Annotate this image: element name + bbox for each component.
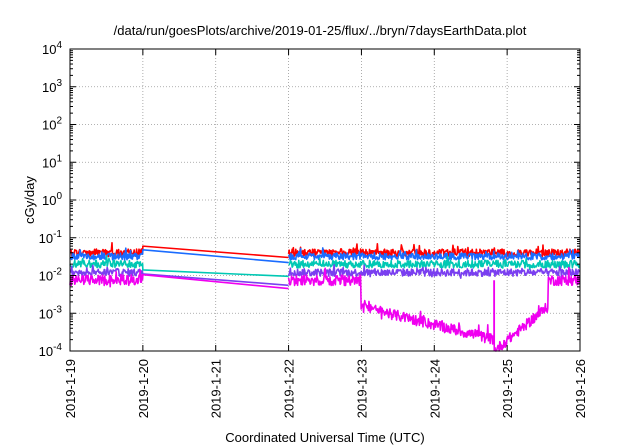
x-axis-label: Coordinated Universal Time (UTC) xyxy=(225,430,424,445)
series-line xyxy=(69,264,581,287)
y-tick-label: 100 xyxy=(42,191,62,208)
x-tick-label: 2019-1-22 xyxy=(282,359,297,418)
y-tick-label: 10-1 xyxy=(39,229,63,246)
series-line xyxy=(69,255,581,278)
y-tick-label: 104 xyxy=(42,40,62,57)
series-line xyxy=(69,266,581,352)
y-axis-label: cGy/day xyxy=(22,176,37,224)
grid-lines xyxy=(70,49,580,351)
y-tick-label: 101 xyxy=(42,153,62,170)
axes: 10-4 10-3 10-2 10-1 100 101 102 103 104 2019-1-19… xyxy=(39,40,588,418)
x-tick-label: 2019-1-24 xyxy=(427,359,442,418)
chart-title: /data/run/goesPlots/archive/2019-01-25/f… xyxy=(114,23,527,38)
y-tick-label: 10-3 xyxy=(39,304,63,321)
x-tick-label: 2019-1-25 xyxy=(500,359,515,418)
x-tick-label: 2019-1-21 xyxy=(209,359,224,418)
y-tick-label: 10-4 xyxy=(39,342,63,359)
x-tick-label: 2019-1-26 xyxy=(573,359,588,418)
y-tick-label: 102 xyxy=(42,116,62,133)
series-layer xyxy=(69,241,581,352)
y-tick-label: 10-2 xyxy=(39,267,63,284)
x-tick-label: 2019-1-23 xyxy=(354,359,369,418)
y-tick-label: 103 xyxy=(42,78,62,95)
x-tick-label: 2019-1-19 xyxy=(63,359,78,418)
x-tick-label: 2019-1-20 xyxy=(136,359,151,418)
